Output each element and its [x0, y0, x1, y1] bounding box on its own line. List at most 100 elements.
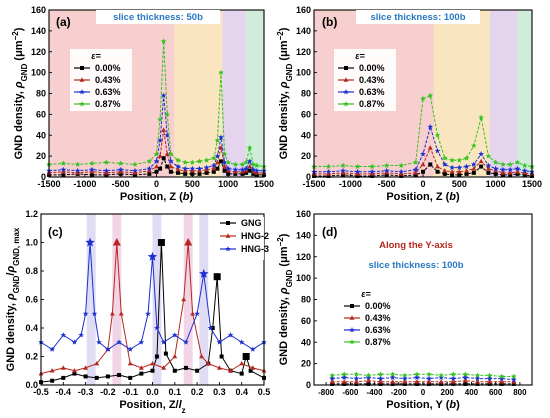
- point-marker: [426, 371, 432, 377]
- point-marker: [462, 374, 469, 380]
- point-marker: [486, 372, 493, 378]
- point-marker: [94, 375, 99, 380]
- x-tick-label: -0.2: [100, 387, 116, 397]
- point-marker: [160, 339, 167, 345]
- point-marker: [50, 378, 55, 383]
- label-part: −2: [276, 237, 285, 247]
- legend-label: 0.43%: [95, 75, 121, 85]
- series-0.63%: [329, 374, 517, 383]
- point-marker: [384, 170, 390, 175]
- point-marker: [486, 170, 491, 175]
- point-marker: [128, 375, 133, 380]
- point-marker: [511, 379, 517, 384]
- x-tick-label: -0.1: [122, 387, 138, 397]
- point-marker: [240, 171, 245, 176]
- y-tick-label: 40: [36, 130, 46, 140]
- point-marker: [83, 365, 88, 370]
- point-marker: [189, 165, 196, 172]
- point-marker: [82, 310, 89, 317]
- point-marker: [514, 159, 521, 165]
- point-marker: [175, 163, 181, 169]
- point-marker: [207, 325, 214, 331]
- point-marker: [91, 310, 98, 317]
- point-marker: [390, 379, 396, 384]
- point-marker: [456, 169, 462, 174]
- point-marker: [326, 171, 331, 176]
- y-tick-label: 60: [301, 316, 311, 326]
- y-tick-label: 80: [301, 295, 311, 305]
- point-marker: [104, 172, 109, 177]
- legend-label: 0.00%: [359, 63, 385, 73]
- point-marker: [349, 315, 355, 320]
- point-marker: [464, 171, 469, 176]
- series-HNG-2: [38, 238, 267, 376]
- x-axis-label: Position, Z (b): [120, 191, 194, 203]
- point-marker: [239, 166, 246, 173]
- point-marker: [435, 169, 440, 174]
- label-part: Position, Z (: [120, 191, 183, 203]
- point-marker: [350, 304, 354, 308]
- label-part: Position, Y (: [386, 399, 449, 411]
- x-tick-label: -400: [367, 388, 384, 397]
- point-marker: [365, 372, 372, 378]
- point-marker: [420, 95, 426, 102]
- label-part: b: [449, 399, 456, 411]
- point-marker: [341, 379, 347, 384]
- point-marker: [378, 379, 384, 384]
- x-axis-label: Position, Z (b): [386, 191, 460, 203]
- label-part: z: [182, 406, 186, 415]
- point-marker: [79, 77, 85, 82]
- background-band: [174, 10, 223, 177]
- point-marker: [210, 155, 217, 161]
- label-part: ρ: [5, 293, 17, 301]
- panel-label: (a): [56, 15, 71, 29]
- label-part: Position, Z/: [119, 399, 178, 411]
- y-axis-label: GND density, ρGND (μm−2): [276, 233, 294, 365]
- x-tick-label: -0.3: [78, 387, 94, 397]
- point-marker: [239, 361, 245, 366]
- point-marker: [132, 161, 138, 167]
- legend: ε= 0.00% 0.43% 0.63% 0.87%: [334, 49, 396, 111]
- annotation-title: Along the Y-axis: [379, 240, 453, 251]
- point-marker: [164, 151, 170, 156]
- point-marker: [214, 153, 221, 159]
- point-marker: [183, 339, 189, 345]
- series-0.43%: [329, 378, 517, 384]
- point-marker: [164, 111, 171, 117]
- point-marker: [456, 164, 463, 171]
- point-marker: [214, 137, 221, 143]
- x-tick-label: 0: [421, 388, 426, 397]
- point-marker: [413, 170, 419, 175]
- y-tick-label: 20: [301, 359, 311, 369]
- point-marker: [449, 164, 455, 171]
- point-marker: [402, 379, 408, 384]
- point-marker: [412, 159, 419, 165]
- point-marker: [464, 168, 469, 173]
- point-marker: [226, 171, 231, 176]
- point-marker: [522, 170, 528, 175]
- point-marker: [243, 168, 249, 173]
- x-tick-label: 0.2: [191, 387, 204, 397]
- point-marker: [219, 354, 224, 359]
- point-marker: [225, 246, 231, 252]
- point-marker: [449, 157, 455, 163]
- point-marker: [250, 346, 256, 352]
- point-marker: [172, 368, 177, 373]
- point-marker: [442, 171, 447, 176]
- point-marker: [182, 159, 189, 165]
- point-marker: [183, 365, 188, 370]
- point-marker: [226, 221, 230, 225]
- y-axis-label: GND density, ρGND (μm−2): [11, 27, 29, 159]
- point-marker: [343, 77, 349, 82]
- point-marker: [441, 155, 448, 161]
- point-marker: [232, 161, 239, 167]
- y-tick-label: 100: [296, 273, 311, 283]
- x-tick-label: 0: [420, 179, 425, 189]
- point-marker: [329, 375, 336, 382]
- point-marker: [164, 132, 171, 138]
- point-marker: [203, 164, 210, 171]
- point-marker: [500, 161, 506, 167]
- point-marker: [83, 374, 88, 379]
- point-marker: [493, 168, 499, 173]
